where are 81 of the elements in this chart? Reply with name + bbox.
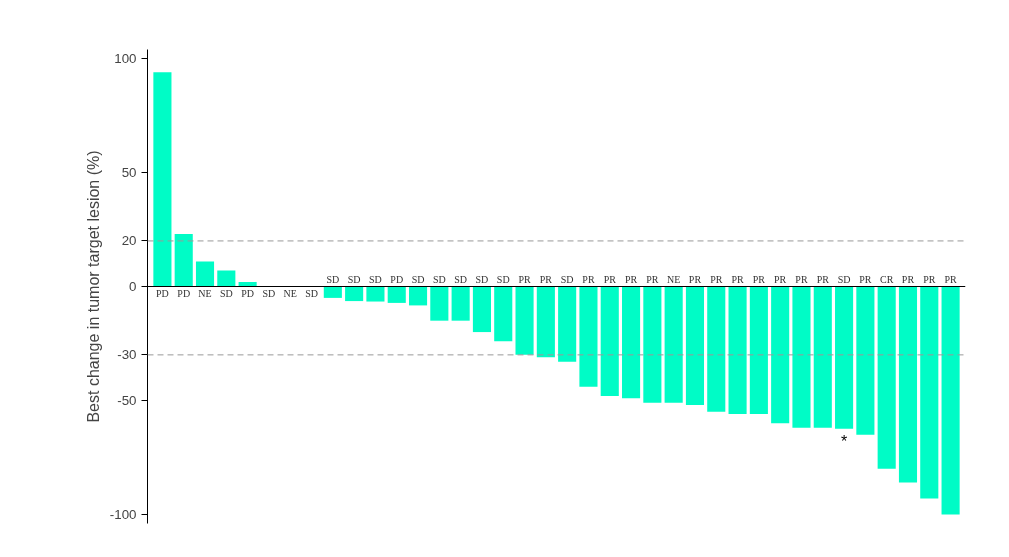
bar	[813, 286, 832, 428]
x-tick-label: SD	[305, 288, 318, 300]
y-tick-label: -50	[117, 392, 137, 408]
x-tick-label: PR	[688, 273, 702, 285]
x-tick-label: SD	[326, 273, 340, 285]
x-tick-label: SD	[454, 273, 468, 285]
bar	[536, 286, 555, 358]
bar	[579, 286, 598, 387]
bar	[749, 286, 768, 415]
bar	[920, 286, 939, 499]
y-tick-label: -100	[109, 506, 137, 522]
bar	[515, 286, 534, 355]
x-tick-label: SD	[411, 273, 425, 285]
y-tick-label: -30	[117, 347, 137, 363]
x-tick-label: CR	[880, 273, 894, 285]
x-tick-label: PR	[944, 273, 958, 285]
x-tick-label: SD	[219, 288, 233, 300]
bar	[494, 286, 513, 342]
bar	[558, 286, 577, 362]
bar	[707, 286, 726, 412]
y-tick-label: 0	[129, 279, 137, 294]
x-tick-label: SD	[837, 273, 851, 285]
x-tick-label: PR	[582, 273, 595, 285]
bar	[195, 261, 215, 287]
x-tick-label: PR	[731, 273, 745, 285]
x-tick-label: PR	[624, 273, 638, 285]
x-tick-label: PR	[816, 273, 830, 285]
bar	[408, 286, 428, 306]
bar	[387, 286, 406, 303]
bar	[877, 286, 896, 469]
x-tick-label: NE	[283, 288, 297, 300]
bar	[472, 286, 491, 333]
bar	[153, 72, 172, 287]
y-axis-title: Best change in tumor target lesion (%)	[84, 150, 102, 423]
bar	[898, 286, 918, 483]
data-label: *	[840, 432, 848, 450]
bar	[856, 286, 875, 435]
bar	[430, 286, 449, 321]
x-tick-label: PR	[710, 273, 723, 285]
x-tick-label: SD	[496, 273, 510, 285]
x-tick-label: PR	[901, 273, 915, 285]
x-tick-label: SD	[369, 273, 382, 285]
bar	[728, 286, 747, 415]
x-tick-label: PR	[646, 273, 659, 285]
x-tick-label: PD	[177, 288, 191, 300]
bar	[835, 286, 854, 429]
x-tick-label: SD	[347, 273, 361, 285]
y-tick-label: 100	[114, 51, 137, 67]
y-tick-label: 20	[121, 233, 137, 249]
x-tick-label: PR	[795, 273, 808, 285]
bar	[685, 286, 705, 405]
bar	[771, 286, 790, 424]
x-tick-label: SD	[432, 273, 446, 285]
x-tick-label: PR	[539, 273, 553, 285]
x-tick-label: PR	[752, 273, 766, 285]
x-tick-label: PD	[241, 288, 255, 300]
bar	[451, 286, 470, 321]
x-tick-label: NE	[667, 273, 681, 285]
x-tick-label: PR	[774, 273, 787, 285]
bar	[941, 286, 960, 515]
bar	[643, 286, 662, 403]
x-tick-label: PD	[390, 273, 404, 285]
bar	[345, 286, 364, 302]
x-tick-label: PD	[156, 288, 169, 300]
x-tick-label: PR	[518, 273, 531, 285]
x-tick-label: SD	[475, 273, 489, 285]
bar	[600, 286, 619, 396]
bar	[792, 286, 811, 428]
bar	[174, 234, 193, 287]
x-tick-label: SD	[560, 273, 574, 285]
x-tick-label: NE	[198, 288, 212, 300]
bar	[217, 270, 236, 287]
x-tick-label: PR	[603, 273, 617, 285]
x-tick-label: PR	[859, 273, 872, 285]
bar	[366, 286, 385, 302]
y-tick-label: 50	[121, 165, 137, 181]
bar	[622, 286, 641, 399]
bar	[323, 286, 342, 298]
x-tick-label: PR	[923, 273, 936, 285]
x-tick-label: SD	[262, 288, 276, 300]
bar	[664, 286, 683, 403]
